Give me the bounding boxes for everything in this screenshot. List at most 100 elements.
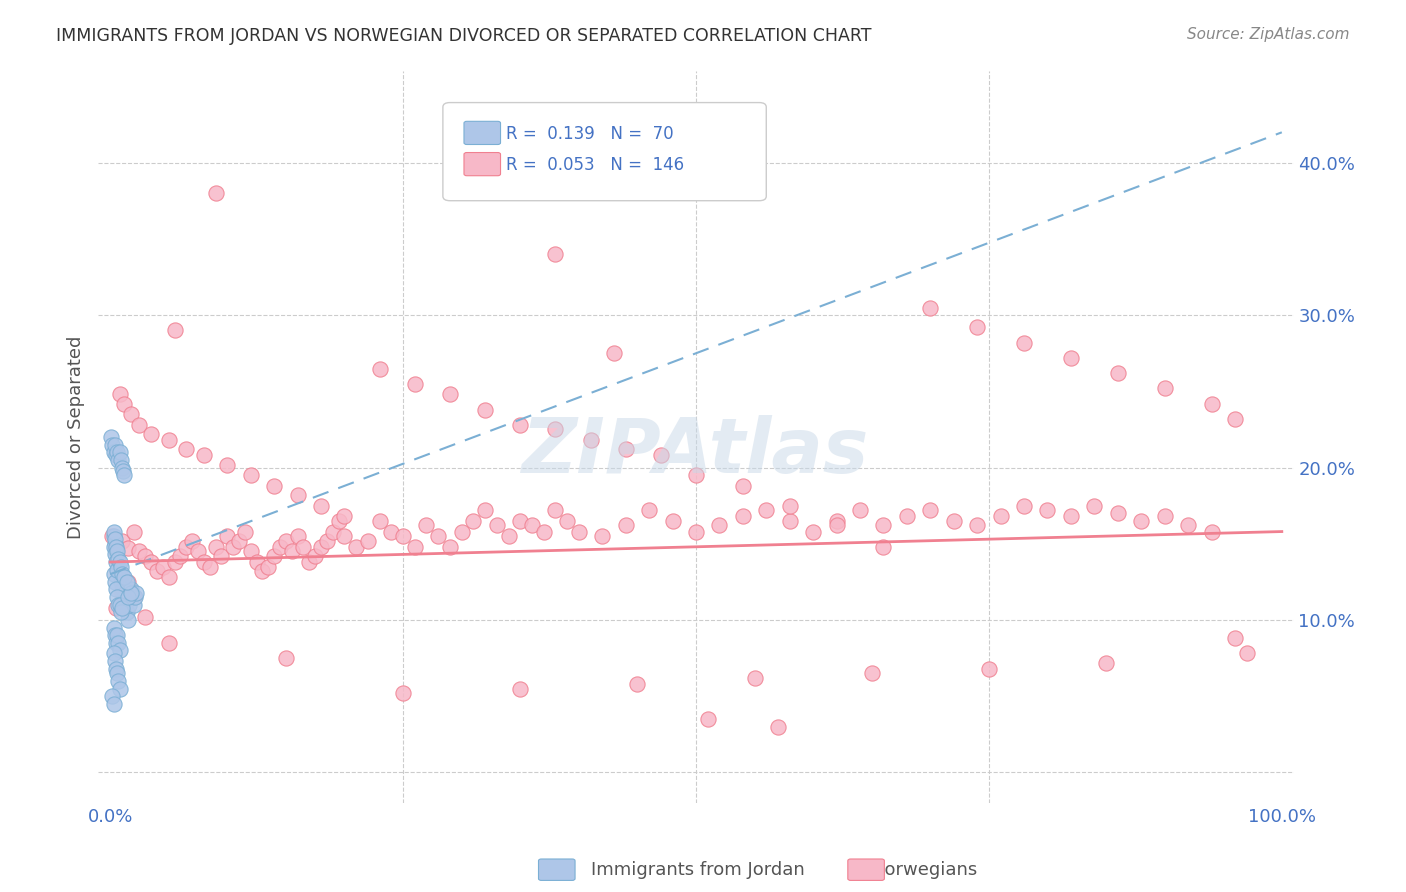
Point: [942, 514, 965, 528]
Point: [1236, 647, 1258, 661]
Point: [555, 514, 578, 528]
Point: [111, 567, 134, 582]
Point: [392, 529, 415, 543]
Point: [1107, 366, 1129, 380]
Point: [111, 600, 134, 615]
Point: [107, 636, 129, 650]
Point: [169, 549, 191, 563]
Point: [1095, 656, 1118, 670]
Text: ZIPAtlas: ZIPAtlas: [522, 415, 870, 489]
Point: [111, 533, 134, 548]
Point: [246, 555, 269, 569]
Point: [222, 540, 245, 554]
Point: [104, 537, 127, 551]
Point: [115, 574, 138, 589]
Point: [920, 301, 942, 315]
Point: [107, 559, 129, 574]
Point: [591, 529, 613, 543]
Point: [579, 433, 602, 447]
Point: [157, 433, 180, 447]
Point: [105, 445, 128, 459]
Point: [120, 590, 142, 604]
Point: [122, 524, 145, 539]
Point: [204, 540, 226, 554]
Point: [174, 442, 197, 457]
Point: [274, 651, 297, 665]
Point: [112, 468, 135, 483]
Point: [125, 585, 148, 599]
Point: [544, 247, 567, 261]
Point: [544, 503, 567, 517]
Point: [152, 559, 174, 574]
Point: [110, 605, 132, 619]
Point: [128, 417, 150, 432]
Point: [103, 524, 125, 539]
Point: [117, 574, 139, 589]
Point: [533, 524, 555, 539]
Point: [755, 503, 778, 517]
Point: [315, 533, 337, 548]
Point: [124, 590, 146, 604]
Point: [103, 647, 125, 661]
Point: [112, 396, 135, 410]
Text: Source: ZipAtlas.com: Source: ZipAtlas.com: [1187, 27, 1350, 42]
Point: [103, 445, 125, 459]
Point: [474, 503, 496, 517]
Point: [103, 540, 125, 554]
Point: [463, 514, 485, 528]
Text: R =  0.053   N =  146: R = 0.053 N = 146: [506, 156, 685, 174]
Point: [1201, 396, 1223, 410]
Point: [450, 524, 472, 539]
Point: [1036, 503, 1059, 517]
Point: [252, 564, 274, 578]
Point: [498, 529, 520, 543]
Point: [731, 509, 754, 524]
Point: [101, 689, 124, 703]
Point: [105, 555, 128, 569]
Point: [217, 458, 239, 472]
Point: [685, 468, 707, 483]
Point: [977, 662, 1000, 676]
Point: [101, 529, 124, 543]
Point: [333, 529, 356, 543]
Y-axis label: Divorced or Separated: Divorced or Separated: [66, 335, 84, 539]
Point: [263, 479, 285, 493]
Point: [263, 549, 285, 563]
Point: [105, 563, 128, 577]
Point: [779, 499, 801, 513]
Point: [163, 323, 186, 337]
Point: [287, 529, 309, 543]
Point: [157, 570, 180, 584]
Point: [103, 621, 125, 635]
Point: [333, 509, 356, 524]
Point: [766, 720, 789, 734]
Point: [103, 697, 125, 711]
Point: [104, 548, 127, 562]
Point: [1223, 412, 1246, 426]
Point: [239, 544, 262, 558]
Point: [404, 540, 426, 554]
Point: [105, 666, 128, 681]
Point: [134, 549, 156, 563]
Point: [709, 518, 731, 533]
Point: [825, 518, 848, 533]
Point: [112, 464, 135, 478]
Point: [404, 376, 426, 391]
Point: [509, 417, 531, 432]
Point: [357, 533, 380, 548]
Point: [134, 610, 156, 624]
Point: [100, 430, 122, 444]
Point: [193, 555, 215, 569]
Point: [112, 590, 135, 604]
Point: [117, 541, 139, 556]
Point: [614, 442, 637, 457]
Point: [860, 666, 883, 681]
Point: [1060, 351, 1083, 365]
Point: [105, 544, 128, 558]
Point: [146, 564, 169, 578]
Point: [157, 636, 180, 650]
Point: [650, 449, 672, 463]
Point: [1177, 518, 1199, 533]
Point: [105, 636, 128, 650]
Point: [1130, 514, 1153, 528]
